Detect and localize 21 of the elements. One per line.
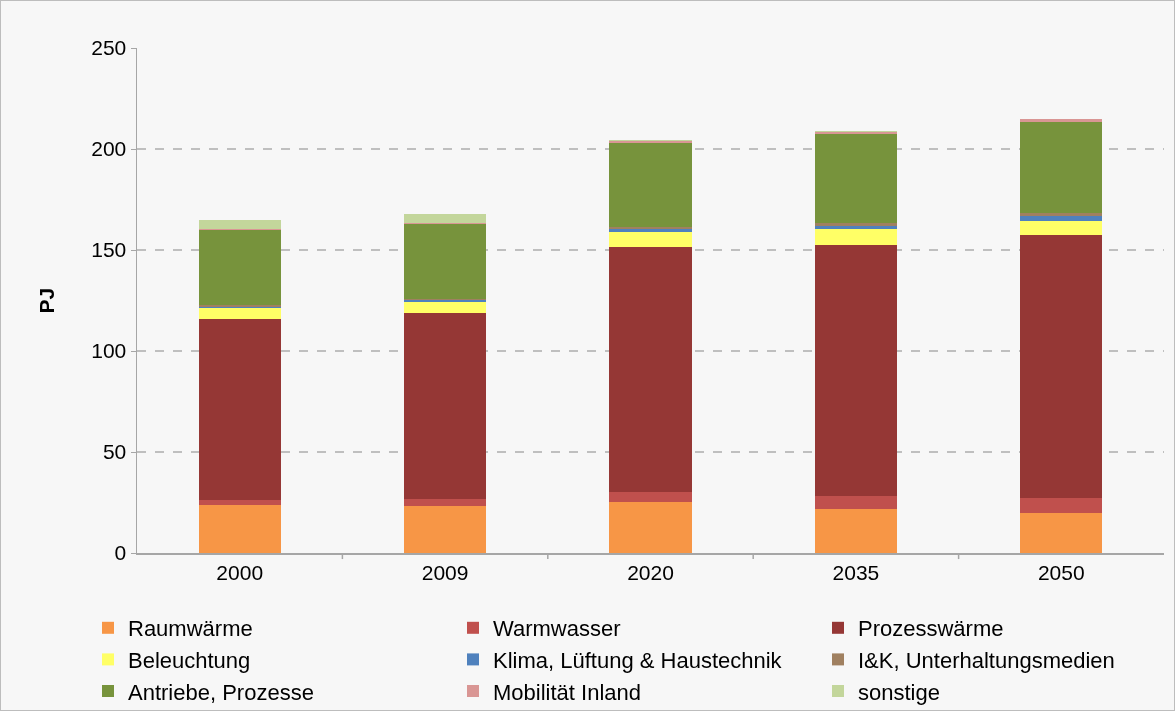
y-tick-label: 250 (91, 36, 127, 60)
y-tick-label: 200 (91, 137, 127, 161)
x-tick-label: 2020 (627, 560, 674, 584)
y-tick-label: 0 (114, 541, 127, 565)
x-tick-label: 2050 (1037, 560, 1085, 584)
x-tick-label: 2035 (832, 560, 880, 584)
y-tick-label: 50 (102, 440, 127, 464)
y-tick-label: 150 (91, 238, 127, 262)
legend-label: Raumwärme (128, 616, 253, 642)
legend-label: I&K, Unterhaltungsmedien (858, 647, 1115, 673)
legend-label: Warmwasser (493, 616, 621, 642)
legend-label: Klima, Lüftung & Haustechnik (493, 647, 783, 673)
y-axis-title: PJ (34, 287, 58, 314)
x-tick-label: 2009 (421, 560, 469, 584)
legend-label: Prozesswärme (858, 616, 1004, 642)
legend-label: sonstige (858, 679, 940, 705)
legend-label: Mobilität Inland (493, 679, 641, 705)
y-tick-label: 100 (91, 339, 127, 363)
legend-label: Antriebe, Prozesse (128, 679, 314, 705)
x-tick-label: 2000 (216, 560, 264, 584)
legend-label: Beleuchtung (128, 647, 251, 673)
